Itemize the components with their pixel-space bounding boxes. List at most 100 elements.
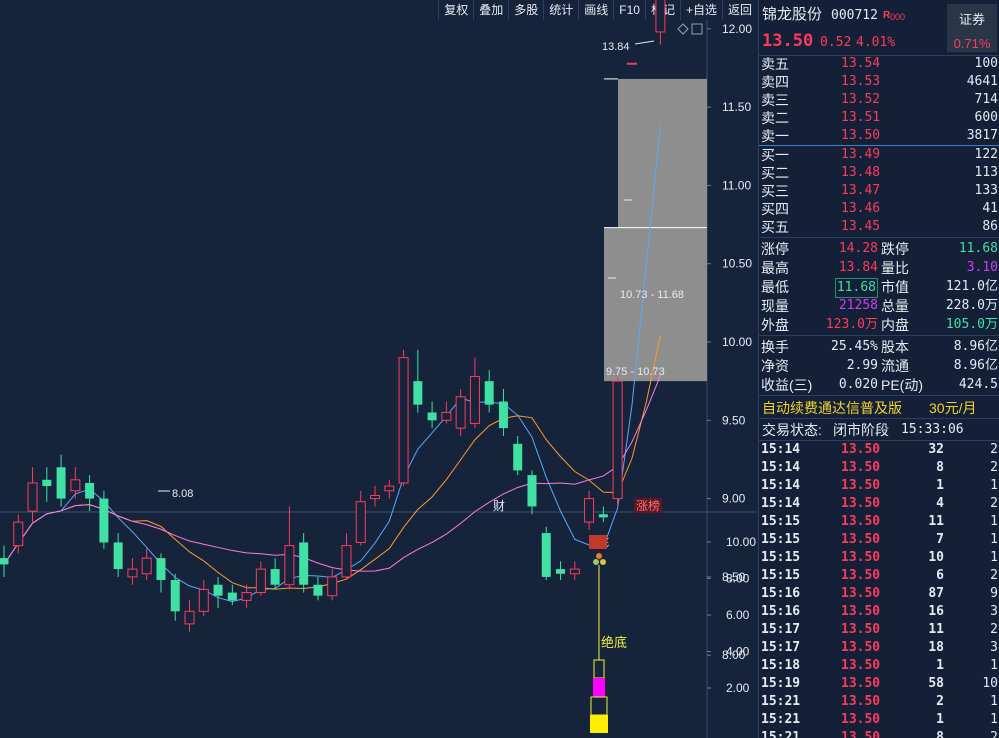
tick-volume: 1	[936, 478, 944, 493]
level-volume: 600	[974, 110, 998, 125]
buy-level-4[interactable]: 买四 13.46 41	[759, 200, 999, 218]
tick-price: 13.50	[841, 496, 881, 511]
sell-level-4[interactable]: 卖四 13.53 4641	[759, 73, 999, 91]
stock-name: 锦龙股份	[762, 6, 823, 23]
sell-level-1[interactable]: 卖一 13.50 3817	[759, 127, 999, 145]
tick-price: 13.50	[841, 532, 881, 547]
candle	[427, 401, 437, 429]
trade-status-time: 15:33:06	[901, 422, 964, 437]
tick-count: 1	[990, 550, 998, 565]
toolbar-item-2[interactable]: 多股	[508, 0, 543, 20]
stat-value-jingzi: 2.99	[846, 358, 878, 373]
toolbar-item-8[interactable]: 返回	[721, 0, 757, 20]
promo-row[interactable]: 自动续费通达信普及版 30元/月	[759, 399, 999, 417]
sector-badge-pct: 0.71%	[953, 36, 991, 51]
tick-price: 13.50	[841, 694, 881, 709]
stat-value-liangbi: 3.10	[966, 260, 998, 275]
tick-time: 15:15	[761, 514, 801, 529]
toolbar-item-5[interactable]: F10	[613, 0, 645, 20]
candle	[213, 576, 223, 609]
level-label: 卖四	[761, 74, 789, 90]
tick-price: 13.50	[841, 712, 881, 727]
sell-level-5[interactable]: 卖五 13.54 100	[759, 55, 999, 73]
high-price-label: 13.84	[602, 41, 630, 53]
candle	[313, 576, 323, 601]
candle	[141, 548, 152, 581]
tick-time: 15:15	[761, 550, 801, 565]
candle	[398, 349, 409, 487]
diamond-icon[interactable]	[677, 23, 689, 35]
level-label: 买一	[761, 147, 789, 163]
toolbar-item-0[interactable]: 复权	[438, 0, 473, 20]
tick-count: 1	[990, 712, 998, 727]
candle	[569, 561, 580, 581]
stat-row-zhangting: 涨停 14.28 跌停 11.68	[759, 240, 999, 258]
tick-row: 15:18 13.50 1 1	[759, 657, 999, 675]
quote-panel: 锦龙股份 000712 R 000 证券 0.71% 13.50 0.52 4.…	[758, 0, 999, 738]
buy-level-2[interactable]: 买二 13.48 113	[759, 164, 999, 182]
tick-row: 15:14 13.50 8 2	[759, 459, 999, 477]
candle	[527, 470, 537, 515]
toolbar-item-1[interactable]: 叠加	[473, 0, 508, 20]
sell-level-2[interactable]: 卖二 13.51 600	[759, 109, 999, 127]
level-volume: 41	[982, 201, 998, 216]
sector-badge[interactable]: 证券 0.71%	[947, 4, 997, 52]
y-tick-label: 10.50	[722, 257, 752, 271]
candle	[56, 454, 66, 507]
level-label: 买二	[761, 165, 789, 181]
y-tick-label: 12.00	[722, 22, 752, 36]
stat-value-guben: 8.96亿	[953, 339, 998, 354]
finance-tag[interactable]: 财	[493, 499, 505, 513]
candle	[513, 435, 523, 476]
window-icon[interactable]	[691, 23, 703, 35]
stat-value-zuigao: 13.84	[838, 260, 878, 275]
tick-row: 15:21 13.50 8 2	[759, 729, 999, 738]
kline-chart[interactable]: 13.5013.0012.5012.0011.5011.0010.5010.00…	[0, 0, 757, 738]
tick-row: 15:15 13.50 7 1	[759, 531, 999, 549]
candle	[127, 558, 138, 585]
tick-time: 15:16	[761, 586, 801, 601]
tick-price: 13.50	[841, 568, 881, 583]
buy-level-5[interactable]: 买五 13.45 86	[759, 218, 999, 236]
sub-signal-label: 绝底	[601, 635, 627, 650]
level-volume: 100	[974, 56, 998, 71]
stat-label-waipan: 外盘	[761, 317, 789, 333]
y-tick-label: 8.50	[722, 570, 746, 584]
stat-label-zongliang: 总量	[881, 298, 909, 314]
tick-price: 13.50	[841, 586, 881, 601]
buy-level-3[interactable]: 买三 13.47 133	[759, 182, 999, 200]
candle	[13, 514, 24, 554]
toolbar-item-7[interactable]: +自选	[679, 0, 722, 20]
level-volume: 714	[974, 92, 998, 107]
y-tick-label: 11.50	[722, 100, 751, 114]
stat-label-xianliang: 现量	[761, 298, 789, 314]
tick-price: 13.50	[841, 730, 881, 738]
tick-volume: 87	[928, 586, 944, 601]
zhangbang-tag[interactable]: 涨榜	[636, 498, 660, 513]
toolbar-item-3[interactable]: 统计	[543, 0, 578, 20]
change: 0.52	[820, 35, 852, 50]
buy-level-1[interactable]: 买一 13.49 122	[759, 146, 999, 164]
stat-row-zuidi: 最低 11.68 市值 121.0亿	[759, 278, 999, 298]
level-label: 买四	[761, 201, 789, 217]
stat-label-liutong: 流通	[881, 358, 909, 374]
candle	[42, 467, 52, 502]
toolbar-item-4[interactable]: 画线	[578, 0, 613, 20]
stat-value-neipan: 105.0万	[945, 317, 998, 332]
candle	[469, 357, 480, 429]
stat-label-neipan: 内盘	[881, 317, 909, 333]
tick-volume: 2	[936, 694, 944, 709]
tick-row: 15:16 13.50 87 9	[759, 585, 999, 603]
stat-label-liangbi: 量比	[881, 260, 909, 276]
sell-level-3[interactable]: 卖三 13.52 714	[759, 91, 999, 109]
level-label: 卖三	[761, 92, 789, 108]
sub-y-tick-label: 8.00	[726, 572, 750, 586]
tick-price: 13.50	[841, 622, 881, 637]
stat-row-zuigao: 最高 13.84 量比 3.10	[759, 259, 999, 277]
candle	[198, 580, 209, 617]
low-price-label: 8.08	[172, 488, 193, 500]
tick-row: 15:15 13.50 10 1	[759, 549, 999, 567]
tick-time: 15:21	[761, 730, 801, 738]
level-price: 13.47	[841, 183, 881, 198]
